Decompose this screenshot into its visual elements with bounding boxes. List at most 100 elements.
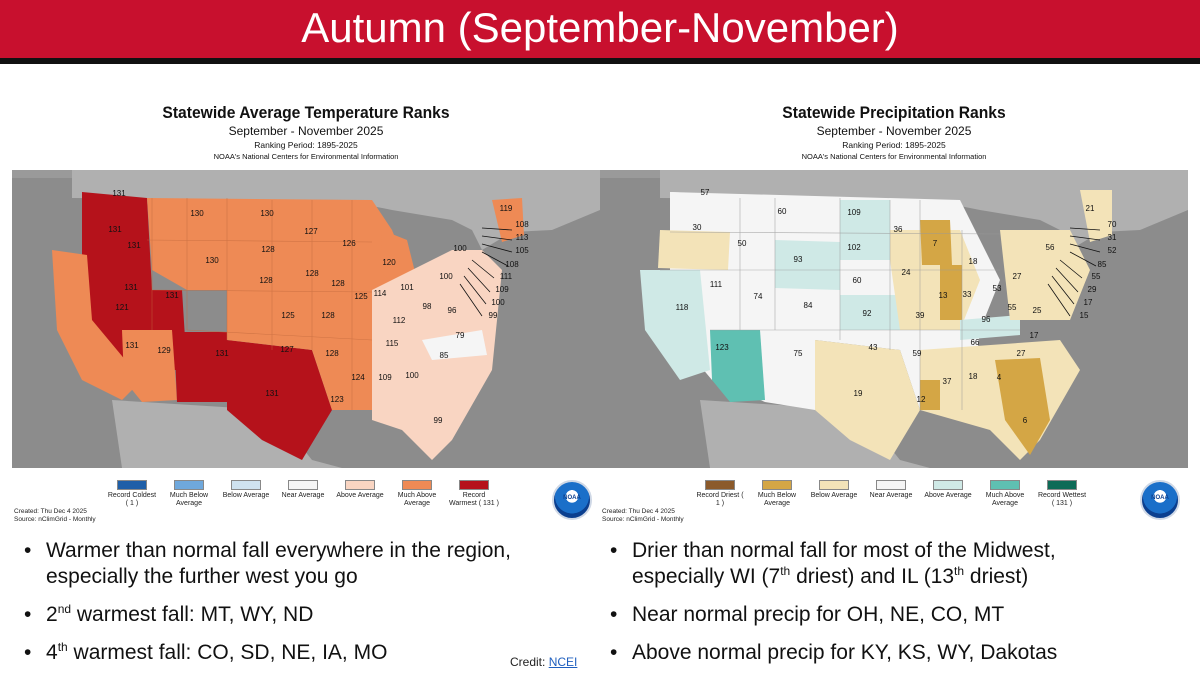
temperature-legend-label: Record Coldest ( 1 )	[107, 492, 157, 507]
precipitation-state-rank-label: 109	[847, 208, 861, 217]
precipitation-legend-item: Record Wettest ( 131 )	[1037, 480, 1087, 507]
temperature-state-rank-label: 114	[374, 289, 387, 298]
temperature-legend-swatch	[345, 480, 375, 490]
precipitation-state-rank-label: 37	[943, 377, 952, 386]
temperature-legend-label: Record Warmest ( 131 )	[449, 492, 499, 507]
temperature-legend-item: Record Coldest ( 1 )	[107, 480, 157, 507]
precipitation-map-period: September - November 2025	[816, 124, 972, 138]
temperature-state-rank-label: 131	[215, 349, 229, 358]
temperature-legend-swatch	[402, 480, 432, 490]
bullet-text-end: driest)	[964, 565, 1029, 588]
bullet-ordinal: nd	[57, 602, 72, 616]
temperature-state-rank-label: 128	[261, 245, 275, 254]
precipitation-legend-label: Near Average	[869, 492, 913, 499]
bullet-il-text: driest) and IL (13	[790, 565, 955, 588]
precipitation-created-source: Source: nClimGrid - Monthly	[602, 516, 684, 523]
temperature-state-rank-label: 79	[456, 331, 465, 340]
precipitation-rank-map: 57 30 118 60 50 111 74 93 109 102 84 123 75 60 92 43 19 3…	[600, 170, 1188, 468]
precipitation-legend-item: Above Average	[923, 480, 973, 500]
bullet-warmer-than-normal: Warmer than normal fall everywhere in th…	[24, 538, 594, 590]
bullet-ordinal: th	[954, 564, 965, 578]
precipitation-state-rank-label: 13	[939, 291, 948, 300]
precipitation-legend-swatch	[876, 480, 906, 490]
bullet-text: Above normal precip for KY, KS, WY, Dako…	[632, 641, 1058, 664]
temperature-state-rank-label: 128	[325, 349, 339, 358]
precipitation-legend-label: Above Average	[924, 492, 972, 499]
temperature-state-rank-label: 98	[423, 302, 432, 311]
bullet-2nd-warmest: 2nd warmest fall: MT, WY, ND	[24, 602, 594, 628]
temperature-state-rank-label: 105	[515, 246, 529, 255]
bullet-near-normal-precip: Near normal precip for OH, NE, CO, MT	[610, 602, 1190, 628]
temperature-legend-swatch	[288, 480, 318, 490]
bullet-number: 2	[46, 603, 58, 626]
precipitation-state-rank-label: 29	[1088, 285, 1097, 294]
temperature-state-rank-label: 130	[205, 256, 219, 265]
precipitation-state-rank-label: 21	[1086, 204, 1095, 213]
precipitation-map-header: Statewide Precipitation Ranks September …	[600, 100, 1188, 170]
temperature-state-rank-label: 130	[260, 209, 274, 218]
bullet-above-normal-precip: Above normal precip for KY, KS, WY, Dako…	[610, 640, 1190, 666]
temperature-state-rank-label: 112	[393, 316, 406, 325]
precipitation-state-rank-label: 56	[1046, 243, 1055, 252]
precipitation-state-rank-label: 27	[1013, 272, 1022, 281]
credit-line: Credit: NCEI	[510, 655, 577, 669]
precipitation-legend-swatch	[762, 480, 792, 490]
precipitation-legend-label: Record Driest ( 1 )	[696, 492, 744, 507]
bullet-text: Warmer than normal fall everywhere in th…	[46, 539, 511, 562]
temperature-legend-created: Created: Thu Dec 4 2025 Source: nClimGri…	[14, 508, 104, 524]
bullet-text-continued: especially the further west you go	[46, 565, 358, 588]
precipitation-state-rank-label: 27	[1017, 349, 1026, 358]
temperature-legend-label: Much Below Average	[169, 492, 209, 507]
precipitation-legend-swatch	[933, 480, 963, 490]
temperature-state-rank-label: 131	[165, 291, 179, 300]
temperature-state-rank-label: 130	[190, 209, 204, 218]
precipitation-state-rank-label: 70	[1108, 220, 1117, 229]
temperature-state-rank-label: 129	[157, 346, 171, 355]
precipitation-state-rank-label: 43	[869, 343, 878, 352]
precipitation-state-rank-label: 57	[701, 188, 710, 197]
temperature-state-rank-label: 128	[305, 269, 319, 278]
temperature-state-rank-label: 111	[500, 272, 513, 281]
precipitation-state-rank-label: 84	[804, 301, 813, 310]
precipitation-state-rank-label: 19	[854, 389, 863, 398]
precipitation-legend-label: Record Wettest ( 131 )	[1037, 492, 1087, 507]
temperature-state-rank-label: 126	[342, 239, 356, 248]
temperature-state-rank-label: 100	[491, 298, 505, 307]
temperature-state-rank-label: 128	[259, 276, 273, 285]
precipitation-state-rank-label: 59	[913, 349, 922, 358]
temperature-state-rank-label: 108	[515, 220, 529, 229]
noaa-logo: NOAA	[552, 480, 592, 520]
bullet-4th-warmest: 4th warmest fall: CO, SD, NE, IA, MO	[24, 640, 594, 666]
temperature-state-rank-label: 121	[115, 303, 129, 312]
temperature-bullets: Warmer than normal fall everywhere in th…	[24, 538, 594, 675]
precipitation-legend-label: Much Below Average	[757, 492, 797, 507]
temperature-map-ranking-period: Ranking Period: 1895-2025	[254, 140, 358, 150]
temperature-legend-item: Record Warmest ( 131 )	[449, 480, 499, 507]
precipitation-map-source: NOAA's National Centers for Environmenta…	[801, 152, 987, 161]
precipitation-map-svg: 5730118605011174931091028412375609243193…	[600, 170, 1188, 468]
precipitation-state-rank-label: 93	[794, 255, 803, 264]
precipitation-state-rank-label: 55	[1008, 303, 1017, 312]
temperature-state-rank-label: 119	[500, 204, 513, 213]
temperature-state-rank-label: 100	[405, 371, 419, 380]
precipitation-state-rank-label: 60	[853, 276, 862, 285]
precipitation-legend-created: Created: Thu Dec 4 2025 Source: nClimGri…	[602, 508, 692, 524]
precipitation-state-rank-label: 111	[710, 280, 723, 289]
slide-title: Autumn (September-November)	[301, 4, 899, 51]
temperature-map-svg: 131 131 131 131 131 131 121 129 131 131 130 130 128 1…	[12, 170, 600, 468]
temperature-state-rank-label: 120	[382, 258, 396, 267]
precipitation-state-rank-label: 18	[969, 372, 978, 381]
temperature-legend-swatch	[231, 480, 261, 490]
precipitation-state-rank-label: 17	[1084, 298, 1093, 307]
precipitation-legend-item: Below Average	[809, 480, 859, 500]
precipitation-state-rank-label: 15	[1080, 311, 1089, 320]
precipitation-state-rank-label: 30	[693, 223, 702, 232]
precipitation-state-rank-label: 75	[794, 349, 803, 358]
precipitation-legend: Created: Thu Dec 4 2025 Source: nClimGri…	[600, 476, 1188, 528]
ncei-credit-link[interactable]: NCEI	[548, 655, 578, 669]
bullet-text-continued: especially WI (7th driest) and IL (13th …	[632, 564, 1190, 590]
noaa-logo: NOAA	[1140, 480, 1180, 520]
temperature-state-rank-label: 99	[489, 311, 498, 320]
temperature-state-rank-label: 125	[354, 292, 368, 301]
temperature-legend-item: Below Average	[221, 480, 271, 500]
